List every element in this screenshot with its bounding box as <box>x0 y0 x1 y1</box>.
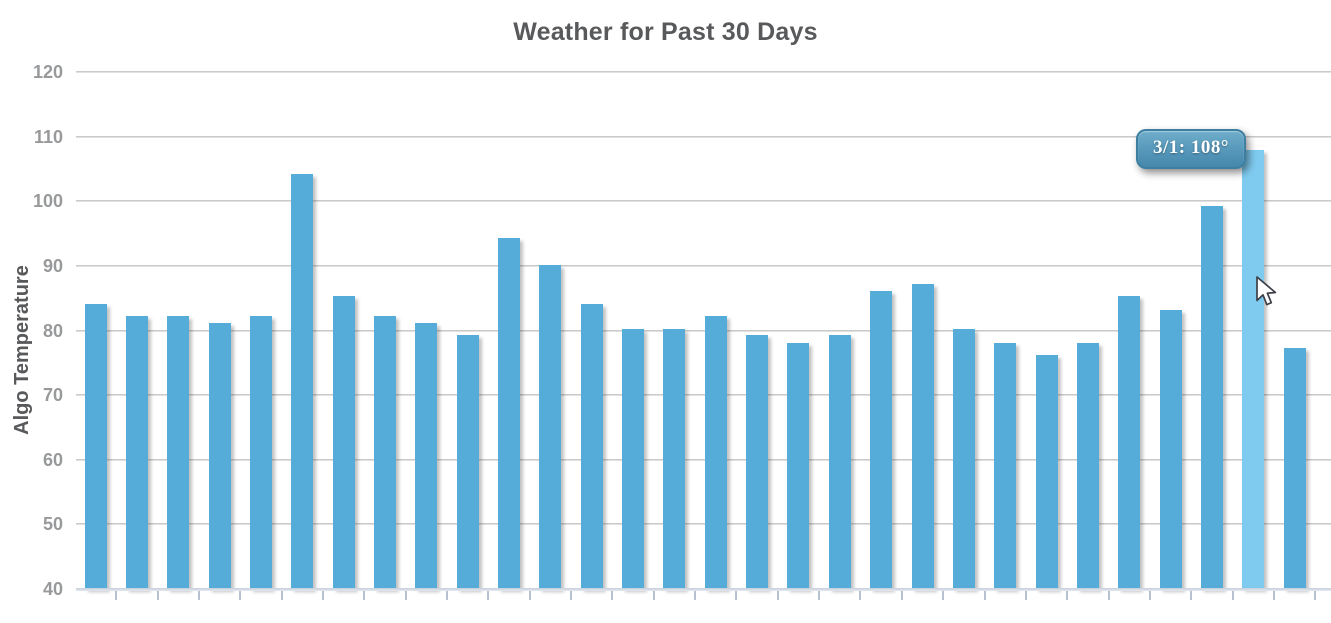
x-tick <box>321 591 324 600</box>
bar[interactable] <box>208 322 231 589</box>
bar[interactable] <box>1159 309 1182 589</box>
x-tick <box>942 591 945 600</box>
x-tick <box>776 591 779 600</box>
x-tick <box>570 591 573 600</box>
bar[interactable] <box>373 315 396 589</box>
tooltip: 3/1: 108° <box>1136 129 1246 169</box>
x-tick <box>445 591 448 600</box>
bar[interactable] <box>249 315 272 589</box>
gridline-100 <box>76 200 1331 203</box>
y-tick-label-80: 80 <box>42 320 63 341</box>
x-tick <box>818 591 821 600</box>
bar[interactable] <box>870 291 893 589</box>
bar[interactable] <box>663 329 686 589</box>
x-tick <box>1314 591 1317 600</box>
x-tick <box>239 591 242 600</box>
y-tick-label-120: 120 <box>32 62 63 82</box>
bar[interactable] <box>167 315 190 589</box>
x-tick <box>156 591 159 600</box>
bar[interactable] <box>952 329 975 589</box>
bar[interactable] <box>1283 347 1306 589</box>
mouse-cursor-icon <box>1256 276 1277 306</box>
bar[interactable] <box>580 304 603 589</box>
bar[interactable] <box>746 335 769 589</box>
y-tick-label-60: 60 <box>42 449 63 470</box>
bar[interactable] <box>125 315 148 589</box>
x-tick <box>1066 591 1069 600</box>
y-tick-label-90: 90 <box>42 255 63 276</box>
x-tick <box>652 591 655 600</box>
bar[interactable] <box>539 264 562 589</box>
x-tick <box>528 591 531 600</box>
y-tick-label-40: 40 <box>42 579 63 599</box>
x-tick <box>859 591 862 600</box>
x-tick <box>363 591 366 600</box>
bar[interactable] <box>994 342 1017 589</box>
gridline-50 <box>76 523 1331 526</box>
bar[interactable] <box>622 329 645 589</box>
chart-title: Weather for Past 30 Days <box>513 18 818 46</box>
y-tick-label-70: 70 <box>42 385 63 406</box>
x-tick <box>1024 591 1027 600</box>
bar[interactable] <box>498 238 520 589</box>
x-tick <box>983 591 986 600</box>
x-tick <box>1107 591 1110 600</box>
gridline-90 <box>76 264 1331 267</box>
bar-highlighted[interactable] <box>1242 149 1265 589</box>
bar[interactable] <box>332 296 355 589</box>
y-tick-label-50: 50 <box>42 514 63 535</box>
bar[interactable] <box>911 283 934 589</box>
x-tick <box>404 591 407 600</box>
gridline-70 <box>76 394 1331 397</box>
x-tick <box>694 591 697 600</box>
bar[interactable] <box>1118 296 1141 589</box>
x-tick <box>900 591 903 600</box>
bar[interactable] <box>828 335 851 589</box>
gridline-110 <box>76 135 1331 138</box>
bar[interactable] <box>1076 342 1099 589</box>
x-tick <box>280 591 283 600</box>
gridline-60 <box>76 458 1331 461</box>
gridline-80 <box>76 329 1331 332</box>
x-tick <box>1272 591 1275 600</box>
bar[interactable] <box>1035 355 1058 589</box>
bar[interactable] <box>1200 206 1223 589</box>
x-axis-line <box>76 588 1331 591</box>
x-tick <box>115 591 118 600</box>
bar[interactable] <box>291 174 314 589</box>
bar[interactable] <box>84 304 107 589</box>
x-tick <box>1190 591 1193 600</box>
bar[interactable] <box>704 316 727 589</box>
bar[interactable] <box>415 322 438 589</box>
bar[interactable] <box>787 342 810 589</box>
gridline-120 <box>76 71 1331 73</box>
y-tick-label-110: 110 <box>33 126 63 147</box>
y-tick-label-100: 100 <box>32 191 63 212</box>
x-tick <box>1148 591 1151 600</box>
bar[interactable] <box>456 335 479 589</box>
x-tick <box>735 591 738 600</box>
x-tick <box>487 591 490 600</box>
x-tick <box>611 591 614 600</box>
x-tick <box>1231 591 1234 600</box>
x-tick <box>197 591 200 600</box>
